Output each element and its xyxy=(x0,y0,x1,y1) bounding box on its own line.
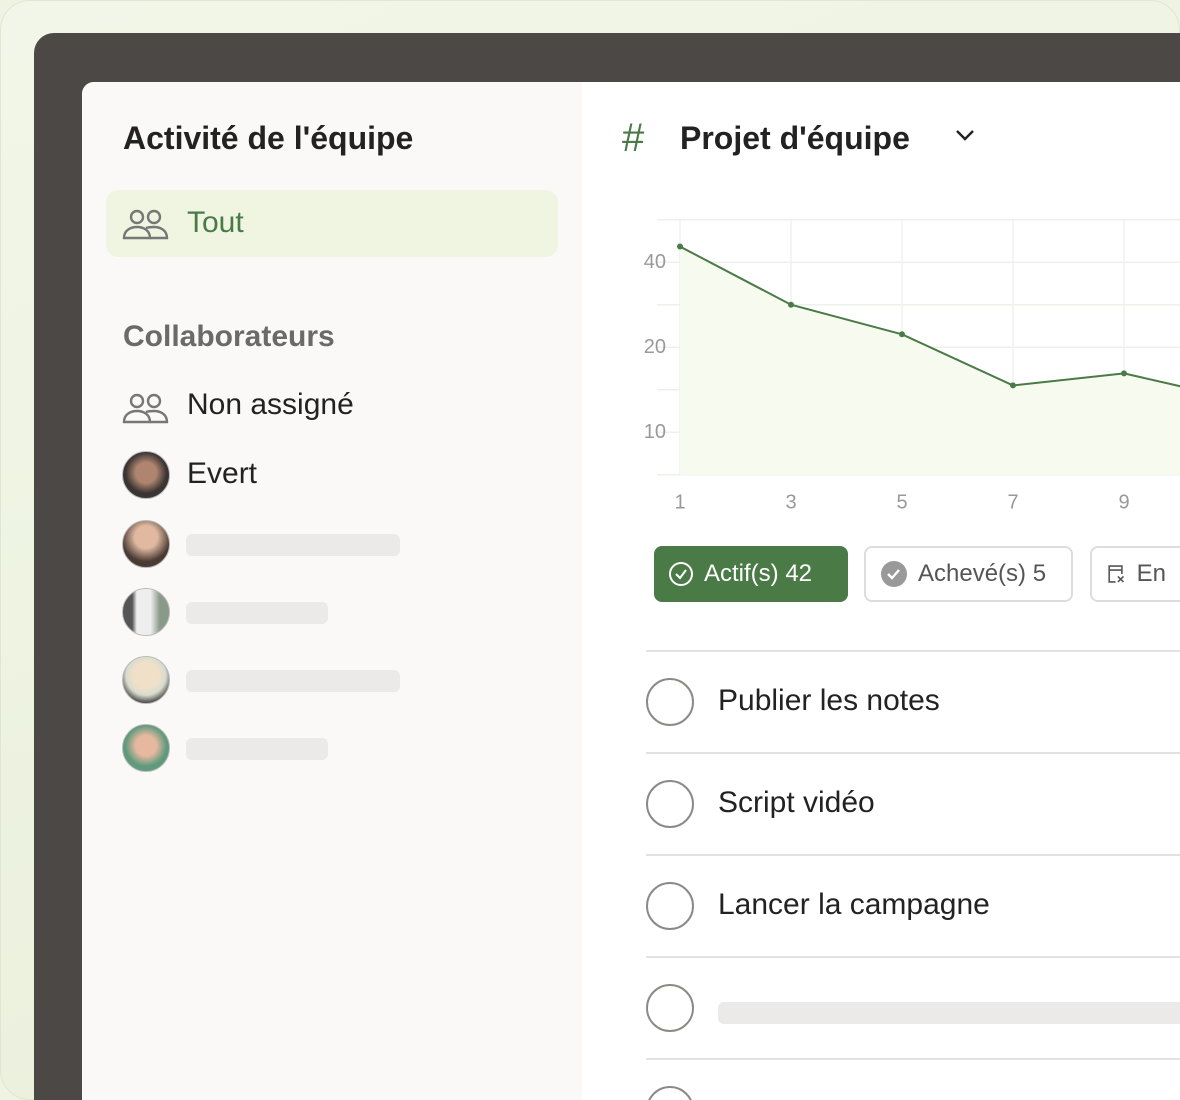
task-checkbox[interactable] xyxy=(646,984,694,1032)
avatar xyxy=(122,588,170,636)
collaborator-name: Evert xyxy=(187,457,258,490)
task-row[interactable]: Publier les notes xyxy=(646,650,1180,752)
collaborator-item[interactable] xyxy=(122,724,542,772)
name-placeholder xyxy=(186,670,400,692)
task-checkbox[interactable] xyxy=(646,780,694,828)
y-tick-label: 40 xyxy=(644,251,666,273)
data-point xyxy=(1121,370,1127,377)
collaborator-item[interactable] xyxy=(122,520,542,568)
collaborator-item[interactable] xyxy=(122,656,542,704)
filter-label: Achevé(s) 5 xyxy=(918,560,1047,587)
task-placeholder xyxy=(718,1002,1180,1024)
task-row[interactable] xyxy=(646,956,1180,1058)
task-title: Script vidéo xyxy=(718,786,875,819)
task-checkbox[interactable] xyxy=(646,678,694,726)
name-placeholder xyxy=(186,738,328,760)
task-checkbox[interactable] xyxy=(646,1086,694,1100)
activity-chart: 40 20 10 1 3 5 7 9 xyxy=(644,218,1180,514)
filter-completed-button[interactable]: Achevé(s) 5 xyxy=(864,546,1073,602)
people-icon xyxy=(122,393,169,424)
people-icon xyxy=(122,209,169,240)
data-point xyxy=(677,243,683,250)
area-fill xyxy=(680,246,1180,475)
collaborators-heading: Collaborateurs xyxy=(123,320,335,353)
x-tick-label: 5 xyxy=(896,492,907,514)
hash-icon: # xyxy=(622,116,645,160)
filter-active-button[interactable]: Actif(s) 42 xyxy=(654,546,848,602)
x-tick-label: 3 xyxy=(785,492,796,514)
collaborator-item[interactable] xyxy=(122,588,542,636)
y-tick-label: 20 xyxy=(644,336,666,358)
main-panel: # Projet d'équipe 40 20 10 1 3 5 7 9 Actif(s) 4… xyxy=(582,82,1180,1100)
sidebar-title: Activité de l'équipe xyxy=(123,120,414,156)
check-filled-icon xyxy=(881,561,907,587)
avatar xyxy=(122,451,170,499)
name-placeholder xyxy=(186,534,400,556)
project-title[interactable]: Projet d'équipe xyxy=(680,120,910,156)
avatar xyxy=(122,724,170,772)
x-tick-label: 7 xyxy=(1007,492,1018,514)
name-placeholder xyxy=(186,602,328,624)
task-title: Publier les notes xyxy=(718,684,940,717)
check-circle-icon xyxy=(669,562,693,586)
filter-label: Actif(s) 42 xyxy=(704,560,813,587)
sidebar: Activité de l'équipe Tout Collaborateurs… xyxy=(82,82,582,1100)
sidebar-item-label: Tout xyxy=(187,206,244,239)
sidebar-item-unassigned[interactable]: Non assigné xyxy=(122,382,542,430)
task-row[interactable]: Script vidéo xyxy=(646,752,1180,854)
series-line xyxy=(679,245,1180,388)
chevron-down-icon[interactable] xyxy=(954,128,976,142)
avatar xyxy=(122,520,170,568)
task-row[interactable]: Lancer la campagne xyxy=(646,854,1180,956)
calendar-x-icon xyxy=(1108,565,1125,583)
x-tick-label: 9 xyxy=(1118,492,1129,514)
task-row[interactable] xyxy=(646,1058,1180,1100)
sidebar-item-label: Non assigné xyxy=(187,388,354,421)
y-tick-label: 10 xyxy=(644,421,666,443)
app-window: Activité de l'équipe Tout Collaborateurs… xyxy=(82,82,1180,1100)
data-point xyxy=(1010,382,1016,389)
data-point xyxy=(788,301,794,308)
collaborator-item[interactable]: Evert xyxy=(122,451,542,499)
filter-label: En xyxy=(1136,560,1166,587)
task-title: Lancer la campagne xyxy=(718,888,990,921)
data-point xyxy=(899,331,905,338)
avatar xyxy=(122,656,170,704)
filter-overdue-button[interactable]: En xyxy=(1090,546,1180,602)
x-tick-label: 1 xyxy=(674,492,685,514)
sidebar-item-all[interactable]: Tout xyxy=(106,190,558,257)
task-checkbox[interactable] xyxy=(646,882,694,930)
